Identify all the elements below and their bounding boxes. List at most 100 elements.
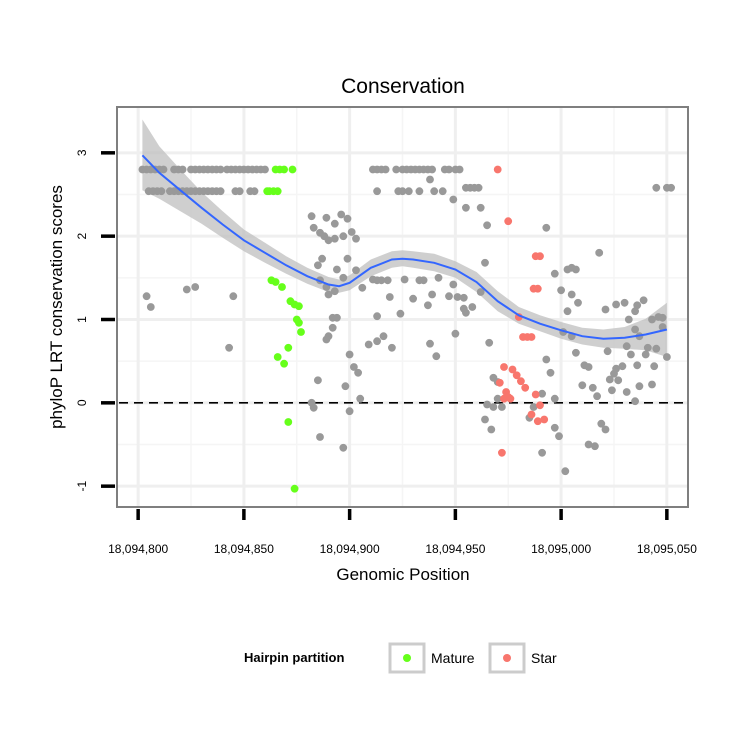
data-point-other xyxy=(445,292,453,301)
data-point-mature xyxy=(273,353,282,361)
y-tick-label: 3 xyxy=(75,149,89,156)
data-point-other xyxy=(235,187,244,196)
data-point-other xyxy=(341,382,350,391)
data-point-other xyxy=(618,362,627,371)
data-point-other xyxy=(622,388,631,396)
data-point-other xyxy=(373,312,381,321)
data-point-mature xyxy=(295,318,303,327)
data-point-other xyxy=(476,288,485,296)
data-point-other xyxy=(356,394,365,403)
data-point-other xyxy=(352,266,360,275)
data-point-other xyxy=(339,273,348,282)
data-point-other xyxy=(398,187,407,196)
x-tick-label: 18,095,000 xyxy=(531,542,591,556)
data-point-star xyxy=(508,365,517,374)
data-point-other xyxy=(459,304,468,313)
data-point-other xyxy=(643,343,652,352)
data-point-other xyxy=(555,432,563,441)
data-point-other xyxy=(474,183,483,192)
data-point-other xyxy=(529,403,538,411)
data-point-star xyxy=(498,448,506,457)
data-point-other xyxy=(322,213,331,222)
data-point-other xyxy=(476,203,485,212)
data-point-mature xyxy=(295,302,303,311)
data-point-other xyxy=(542,223,551,232)
data-point-other xyxy=(663,353,671,361)
data-point-star xyxy=(536,252,544,261)
data-point-star xyxy=(493,165,502,174)
data-point-mature xyxy=(280,359,288,368)
data-point-other xyxy=(343,214,352,223)
data-point-star xyxy=(536,401,544,410)
data-point-other xyxy=(601,305,610,314)
data-point-other xyxy=(612,300,620,309)
data-point-other xyxy=(330,287,339,296)
data-point-other xyxy=(354,368,362,377)
y-tick-label: 0 xyxy=(75,399,89,406)
data-point-star xyxy=(540,415,549,424)
data-point-other xyxy=(322,335,331,344)
data-point-other xyxy=(639,296,648,305)
legend-key-star xyxy=(488,642,526,674)
data-point-other xyxy=(318,254,326,263)
data-point-other xyxy=(178,165,187,174)
data-point-other xyxy=(316,433,324,441)
data-point-other xyxy=(191,283,200,291)
data-point-other xyxy=(339,232,348,241)
data-point-other xyxy=(591,442,599,451)
data-point-other xyxy=(481,258,489,267)
data-point-other xyxy=(561,467,570,476)
data-point-other xyxy=(328,323,337,332)
data-point-other xyxy=(451,329,460,338)
data-point-other xyxy=(603,347,612,356)
data-point-other xyxy=(428,165,436,174)
data-point-other xyxy=(432,352,441,361)
data-point-other xyxy=(483,221,491,230)
data-point-other xyxy=(146,303,155,311)
data-point-other xyxy=(648,380,656,389)
data-point-other xyxy=(550,394,559,403)
data-point-other xyxy=(159,165,168,174)
data-point-other xyxy=(404,187,413,196)
data-point-other xyxy=(333,313,341,322)
data-point-other xyxy=(225,343,234,352)
data-point-other xyxy=(563,307,572,316)
legend-title: Hairpin partition xyxy=(244,650,344,665)
data-point-other xyxy=(182,285,191,294)
legend-marker-star xyxy=(503,654,511,662)
data-point-other xyxy=(595,248,604,257)
data-point-star xyxy=(533,417,542,426)
data-point-other xyxy=(216,165,225,174)
data-point-other xyxy=(330,234,339,243)
y-tick-label: 1 xyxy=(75,316,89,323)
data-point-other xyxy=(650,362,659,371)
data-point-mature xyxy=(288,165,297,174)
data-point-other xyxy=(633,361,642,370)
data-points xyxy=(138,165,675,493)
data-point-other xyxy=(396,309,405,318)
data-point-other xyxy=(601,425,610,434)
data-point-other xyxy=(449,195,458,204)
data-point-other xyxy=(588,383,597,392)
data-point-other xyxy=(426,339,434,348)
legend-label-star: Star xyxy=(531,650,557,666)
data-point-other xyxy=(430,187,439,196)
chart-title: Conservation xyxy=(341,75,465,98)
data-point-other xyxy=(261,165,269,174)
data-point-star xyxy=(495,378,504,387)
data-point-other xyxy=(343,254,352,263)
data-point-other xyxy=(333,265,341,274)
data-point-other xyxy=(314,261,322,270)
data-point-other xyxy=(631,397,639,406)
legend-label-mature: Mature xyxy=(431,650,475,666)
legend-marker-mature xyxy=(403,654,411,662)
data-point-other xyxy=(658,313,667,322)
data-point-other xyxy=(605,375,614,384)
data-point-other xyxy=(622,342,631,351)
data-point-other xyxy=(379,332,388,341)
data-point-other xyxy=(462,203,470,212)
data-point-other xyxy=(620,298,629,307)
data-point-other xyxy=(352,234,360,243)
data-point-other xyxy=(142,292,151,301)
data-point-other xyxy=(612,364,620,373)
